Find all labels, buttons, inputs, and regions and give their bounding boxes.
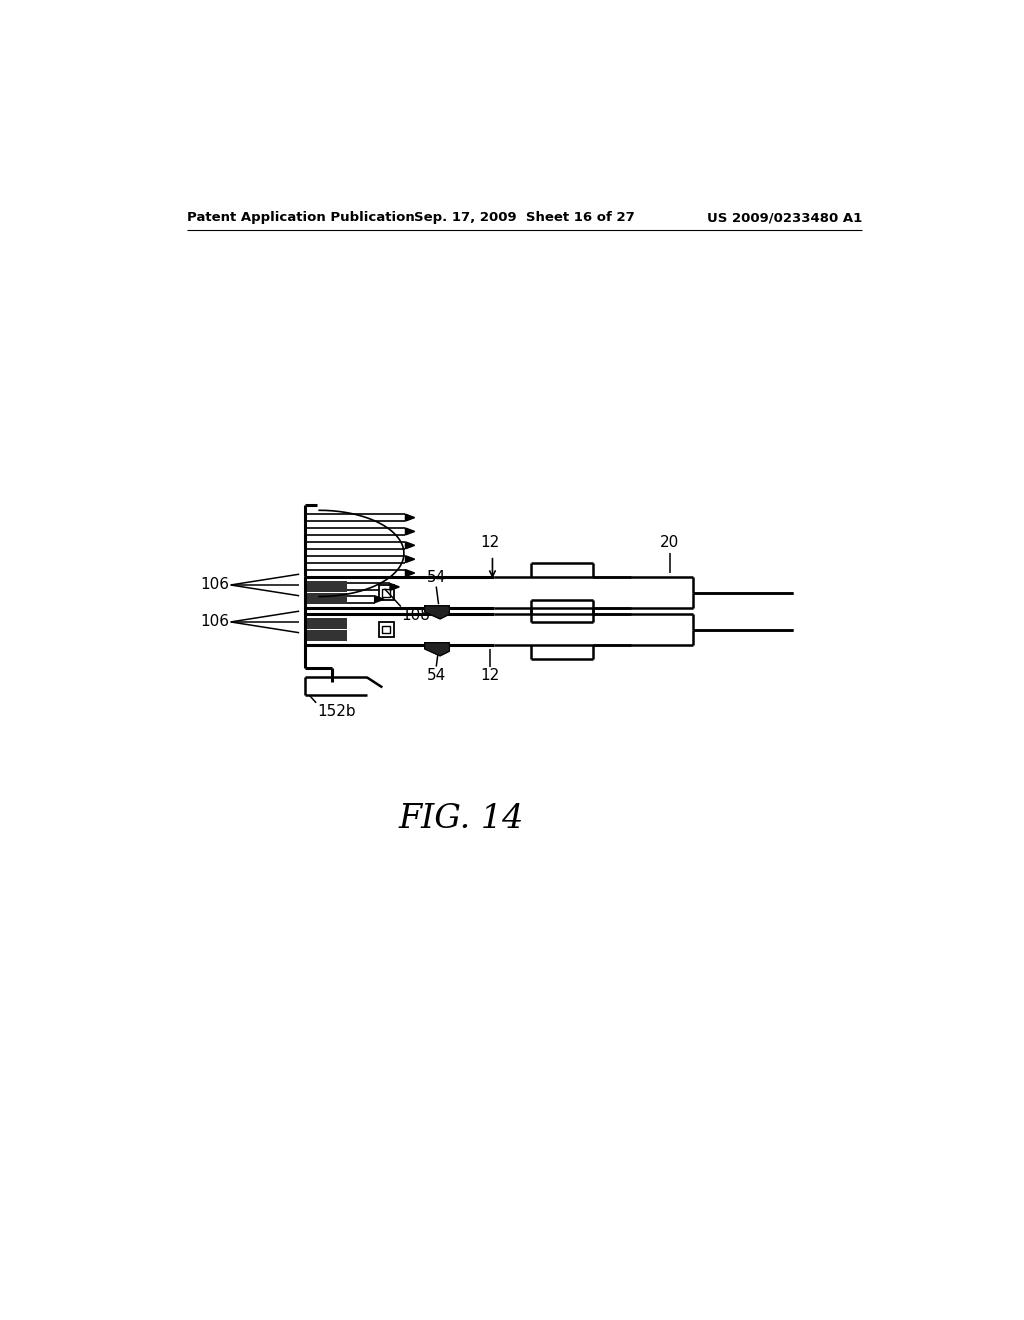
Bar — [379, 622, 394, 638]
Bar — [382, 589, 390, 597]
Polygon shape — [406, 543, 415, 549]
Bar — [307, 594, 347, 605]
Text: Patent Application Publication: Patent Application Publication — [186, 211, 415, 224]
Polygon shape — [406, 515, 415, 521]
Polygon shape — [425, 606, 450, 619]
Bar — [379, 585, 394, 601]
Text: 12: 12 — [480, 536, 500, 550]
Text: 106: 106 — [200, 614, 229, 630]
Polygon shape — [375, 595, 384, 603]
Text: 54: 54 — [427, 570, 445, 585]
Polygon shape — [425, 643, 450, 656]
Polygon shape — [406, 556, 415, 562]
Polygon shape — [406, 570, 415, 577]
Text: 152b: 152b — [316, 705, 355, 719]
Text: 54: 54 — [427, 668, 445, 684]
Bar — [307, 618, 347, 628]
Text: 106: 106 — [200, 577, 229, 593]
Bar — [307, 631, 347, 642]
Text: 12: 12 — [480, 668, 500, 684]
Text: 108: 108 — [401, 609, 430, 623]
Text: FIG. 14: FIG. 14 — [399, 803, 524, 836]
Bar — [307, 581, 347, 591]
Text: Sep. 17, 2009  Sheet 16 of 27: Sep. 17, 2009 Sheet 16 of 27 — [415, 211, 635, 224]
Bar — [382, 626, 390, 634]
Polygon shape — [406, 528, 415, 535]
Polygon shape — [390, 583, 399, 590]
Text: 20: 20 — [659, 536, 679, 550]
Text: US 2009/0233480 A1: US 2009/0233480 A1 — [707, 211, 862, 224]
